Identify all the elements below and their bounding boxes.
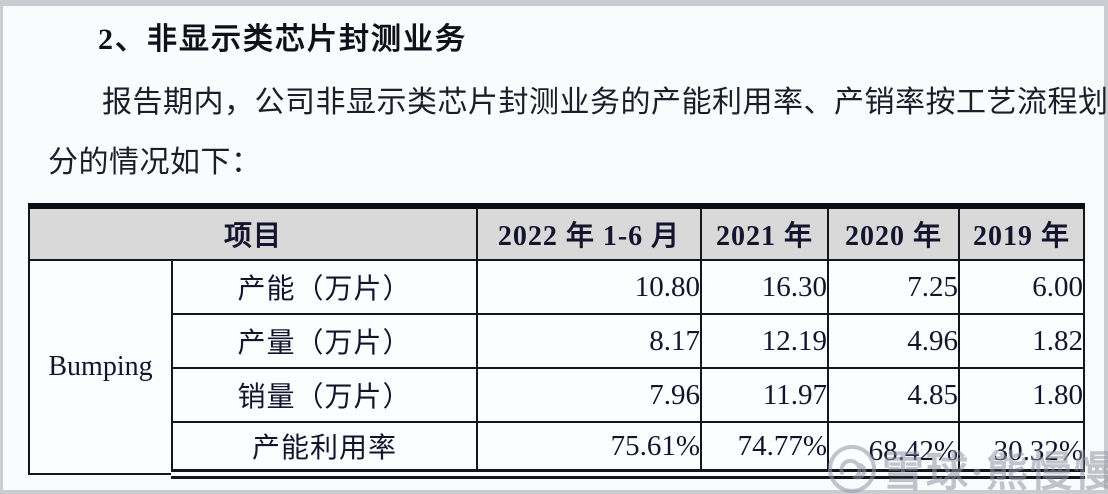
cell-value: 4.85 bbox=[827, 367, 961, 423]
table-row: 产能利用率 75.61% 74.77% 68.42% 30.32% bbox=[29, 421, 1086, 479]
header-period-2019: 2019 年 bbox=[958, 203, 1086, 261]
table-row: 产量（万片） 8.17 12.19 4.96 1.82 bbox=[29, 313, 1086, 369]
page-edge-top bbox=[0, 0, 1108, 6]
cell-value: 4.96 bbox=[827, 313, 961, 369]
cell-value: 68.42% bbox=[827, 421, 961, 479]
cell-value: 1.80 bbox=[958, 367, 1086, 423]
group-label-bumping: Bumping bbox=[28, 259, 173, 475]
header-item: 项目 bbox=[27, 203, 479, 261]
table-row: Bumping 产能（万片） 10.80 16.30 7.25 6.00 bbox=[28, 259, 1086, 475]
cell-value: 10.80 bbox=[476, 259, 703, 315]
header-period-2022: 2022 年 1-6 月 bbox=[476, 203, 703, 261]
row-label: 产能（万片） bbox=[170, 259, 479, 315]
xueqiu-snowball-logo-icon bbox=[826, 443, 878, 494]
cell-value: 6.00 bbox=[958, 259, 1086, 315]
row-label: 产量（万片） bbox=[170, 313, 479, 369]
section-heading: 2、非显示类芯片封测业务 bbox=[98, 23, 467, 56]
watermark: 雪球·熊慢慢 bbox=[826, 438, 1108, 494]
paragraph-line-2: 分的情况如下： bbox=[48, 146, 262, 179]
cell-value: 7.25 bbox=[827, 259, 961, 315]
page-edge-right bbox=[1104, 0, 1108, 494]
cell-value: 12.19 bbox=[700, 313, 830, 369]
cell-value: 75.61% bbox=[476, 421, 703, 479]
paragraph-line-1: 报告期内，公司非显示类芯片封测业务的产能利用率、产销率按工艺流程划 bbox=[102, 86, 1108, 119]
page-edge-left bbox=[0, 0, 3, 494]
page-edge-bottom bbox=[0, 490, 1108, 494]
table-header-row: 项目 2022 年 1-6 月 2021 年 2020 年 2019 年 bbox=[27, 203, 1086, 261]
watermark-text: 雪球·熊慢慢 bbox=[882, 450, 1108, 494]
cell-value: 30.32% bbox=[958, 421, 1086, 479]
header-period-2021: 2021 年 bbox=[700, 203, 830, 261]
cell-value: 74.77% bbox=[700, 421, 830, 479]
row-label: 产能利用率 bbox=[170, 421, 479, 479]
intro-paragraph: 报告期内，公司非显示类芯片封测业务的产能利用率、产销率按工艺流程划 分的情况如下… bbox=[48, 84, 1108, 204]
cell-value: 1.82 bbox=[958, 313, 1086, 369]
cell-value-text: 30.32% bbox=[993, 434, 1084, 467]
cell-value: 8.17 bbox=[476, 313, 703, 369]
cell-value: 7.96 bbox=[476, 367, 703, 423]
capacity-utilization-table: 项目 2022 年 1-6 月 2021 年 2020 年 2019 年 Bum… bbox=[27, 203, 1086, 479]
cell-value: 11.97 bbox=[700, 367, 830, 423]
cell-value: 16.30 bbox=[700, 259, 830, 315]
cell-value-text: 68.42% bbox=[868, 434, 959, 467]
table-row: 销量（万片） 7.96 11.97 4.85 1.80 bbox=[29, 367, 1086, 423]
header-period-2020: 2020 年 bbox=[827, 203, 961, 261]
row-label: 销量（万片） bbox=[170, 367, 479, 423]
